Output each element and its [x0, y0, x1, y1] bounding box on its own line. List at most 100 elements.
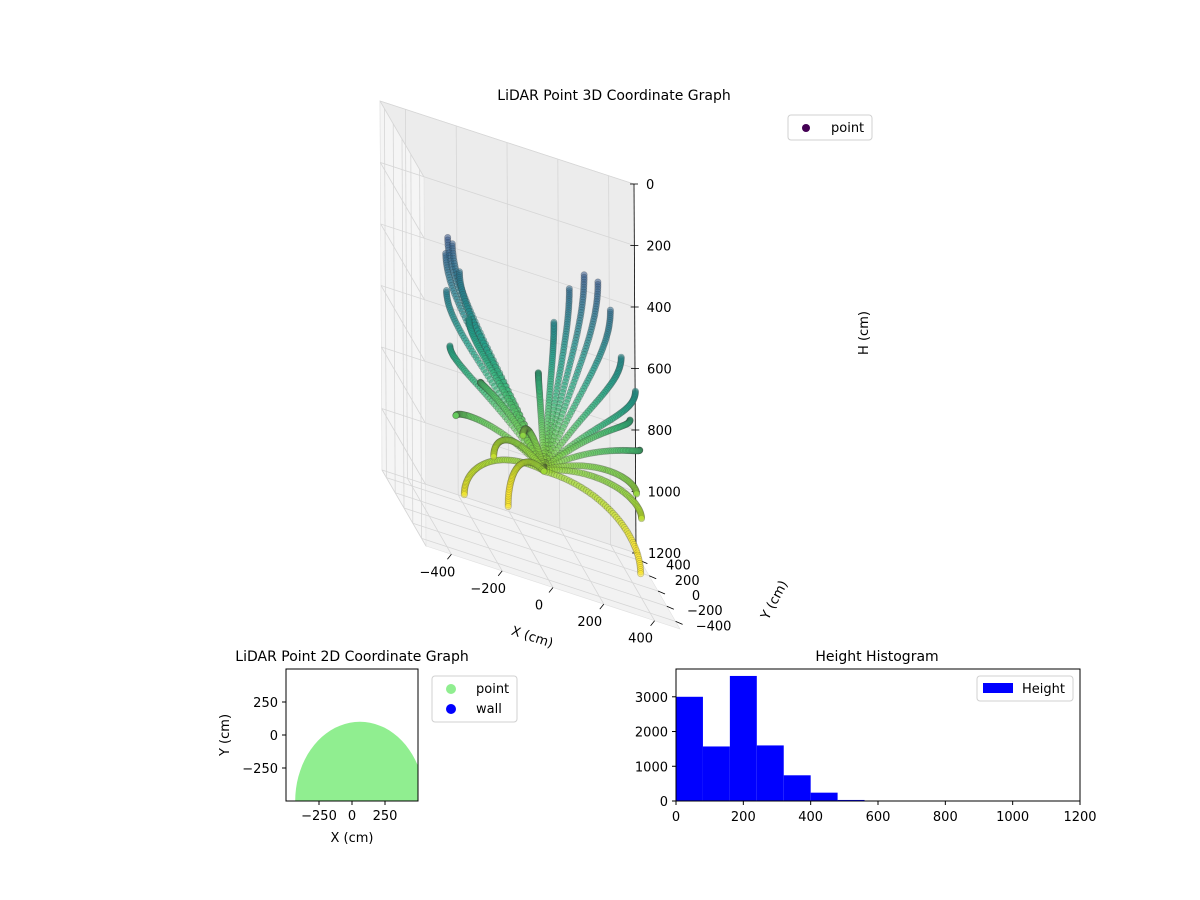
histogram-x-tick-label: 1200 [1063, 810, 1096, 825]
chart-3d-gridline-z-side [381, 408, 427, 485]
histogram-legend-frame [976, 675, 1074, 702]
histogram-x-tick-label: 1000 [996, 810, 1029, 825]
chart-2d-point-cloud [295, 721, 418, 801]
chart-2d-x-label: X (cm) [331, 831, 374, 846]
chart-2d-ticks: −250 0 250 −250 0 250 [242, 696, 397, 824]
histogram-bar [702, 746, 730, 801]
chart-3d-y-tick-label: 200 [675, 574, 700, 589]
chart-3d-gridline-z-side [381, 469, 427, 547]
chart-3d-x-label: X (cm) [509, 624, 555, 652]
histogram-x-tick-label: 200 [731, 810, 756, 825]
chart-3d-point [637, 515, 645, 523]
chart-2d-y-label: Y (cm) [218, 714, 233, 757]
chart-3d-y-tick-label: −400 [696, 619, 732, 634]
chart-3d-x-tick [599, 603, 605, 610]
chart-3d-z-tick-label: 200 [646, 240, 671, 255]
chart-3d-legend-label: point [831, 121, 864, 136]
histogram-title: Height Histogram [815, 649, 938, 665]
chart-3d-gridline-y [421, 538, 676, 622]
chart-3d-point [519, 432, 527, 440]
chart-3d-x-tick [650, 620, 655, 626]
chart-3d: LiDAR Point 3D Coordinate Graph −400−200… [379, 88, 873, 652]
chart-3d-gridline-y [403, 507, 659, 592]
chart-3d-gridline-z-side [379, 162, 425, 239]
chart-2d-y-tick-label: −250 [242, 762, 278, 777]
chart-3d-y-tick [675, 621, 683, 625]
histogram-bar [756, 745, 784, 801]
chart-3d-gridline-z-back [379, 100, 635, 185]
chart-3d-z-tick-label: 600 [647, 363, 672, 378]
chart-3d-z-tick-label: 1200 [648, 547, 681, 562]
chart-3d-y-tick-label: 0 [692, 589, 700, 604]
chart-2d-y-tick-label: 0 [270, 729, 278, 744]
chart-3d-grid [379, 100, 676, 622]
chart-3d-x-tick [497, 570, 503, 577]
chart-3d-gridline-z-back [381, 469, 637, 554]
histogram-legend: Height [976, 675, 1074, 702]
chart-3d-x-tick-label: 400 [628, 632, 653, 647]
chart-3d-z-label: H (cm) [857, 311, 872, 355]
histogram-x-tick-label: 600 [866, 810, 891, 825]
chart-3d-y-tick [666, 605, 674, 610]
histogram-y-tick-label: 3000 [635, 691, 668, 706]
chart-3d-gridline-z-side [380, 223, 426, 301]
chart-2d-x-tick-label: 0 [348, 809, 356, 824]
chart-3d-gridline-y [412, 522, 667, 607]
histogram-x-tick-label: 800 [933, 810, 958, 825]
chart-3d-point [490, 453, 498, 461]
chart-3d-points [442, 234, 645, 578]
chart-3d-gridline-z-back [380, 223, 635, 308]
chart-3d-legend-frame [787, 114, 873, 141]
chart-2d-x-tick-label: −250 [301, 809, 337, 824]
chart-3d-gridline-z-side [380, 285, 426, 362]
chart-3d-x-tick [548, 587, 554, 593]
chart-3d-x-tick [447, 554, 452, 560]
chart-3d-z-tick-label: 800 [647, 424, 672, 439]
chart-3d-axes: −400−2000200400−400−20002004000200400600… [420, 178, 732, 647]
histogram-bar [837, 799, 865, 801]
chart-3d-gridline-z-side [379, 100, 425, 178]
chart-3d-x-tick-label: 200 [577, 615, 602, 630]
chart-2d-legend-label-point: point [476, 682, 509, 697]
histogram-bar [783, 775, 811, 801]
chart-3d-legend-marker [802, 124, 810, 132]
chart-3d-x-tick-label: −200 [470, 582, 506, 597]
chart-3d-point [504, 502, 512, 510]
chart-3d-gridline-y [395, 492, 650, 577]
chart-3d-title: LiDAR Point 3D Coordinate Graph [497, 88, 730, 104]
chart-2d-legend: point wall [431, 675, 518, 723]
histogram-bar [676, 696, 703, 801]
chart-3d-point [452, 412, 460, 420]
chart-3d-gridline-y [386, 477, 641, 561]
chart-3d-z-tick-label: 400 [647, 301, 672, 316]
chart-3d-gridline-z-back [380, 285, 636, 369]
chart-3d-point [460, 491, 468, 499]
chart-2d-legend-label-wall: wall [476, 702, 502, 717]
chart-2d-x-tick-label: 250 [373, 809, 398, 824]
chart-3d-x-tick-label: −400 [420, 565, 456, 580]
histogram-y-tick-label: 2000 [635, 726, 668, 741]
histogram-x-tick-label: 400 [798, 810, 823, 825]
chart-3d-gridline-z-side [380, 346, 426, 424]
chart-3d-y-tick [657, 590, 666, 595]
chart-2d: LiDAR Point 2D Coordinate Graph −250 0 250… [218, 649, 518, 846]
histogram-ticks: 0 200 400 600 800 1000 1200 0 1000 2000 3000 [635, 691, 1097, 825]
chart-3d-y-label: Y (cm) [758, 578, 791, 623]
chart-2d-legend-marker-wall [446, 704, 456, 714]
histogram-y-tick-label: 1000 [635, 760, 668, 775]
histogram-bar [729, 675, 757, 801]
chart-3d-y-tick-label: −200 [687, 604, 723, 619]
chart-2d-title: LiDAR Point 2D Coordinate Graph [235, 649, 468, 665]
histogram-legend-swatch [983, 683, 1013, 693]
chart-3d-point [637, 570, 645, 578]
histogram-bar [810, 792, 838, 801]
chart-2d-legend-marker-point [446, 684, 456, 694]
histogram-y-tick-label: 0 [660, 795, 668, 810]
histogram-x-tick-label: 0 [672, 810, 680, 825]
chart-3d-z-tick-label: 1000 [648, 486, 681, 501]
chart-2d-y-tick-label: 250 [253, 696, 278, 711]
histogram-legend-label: Height [1022, 682, 1065, 697]
histogram-bars [676, 675, 919, 801]
chart-3d-x-tick-label: 0 [535, 599, 543, 614]
